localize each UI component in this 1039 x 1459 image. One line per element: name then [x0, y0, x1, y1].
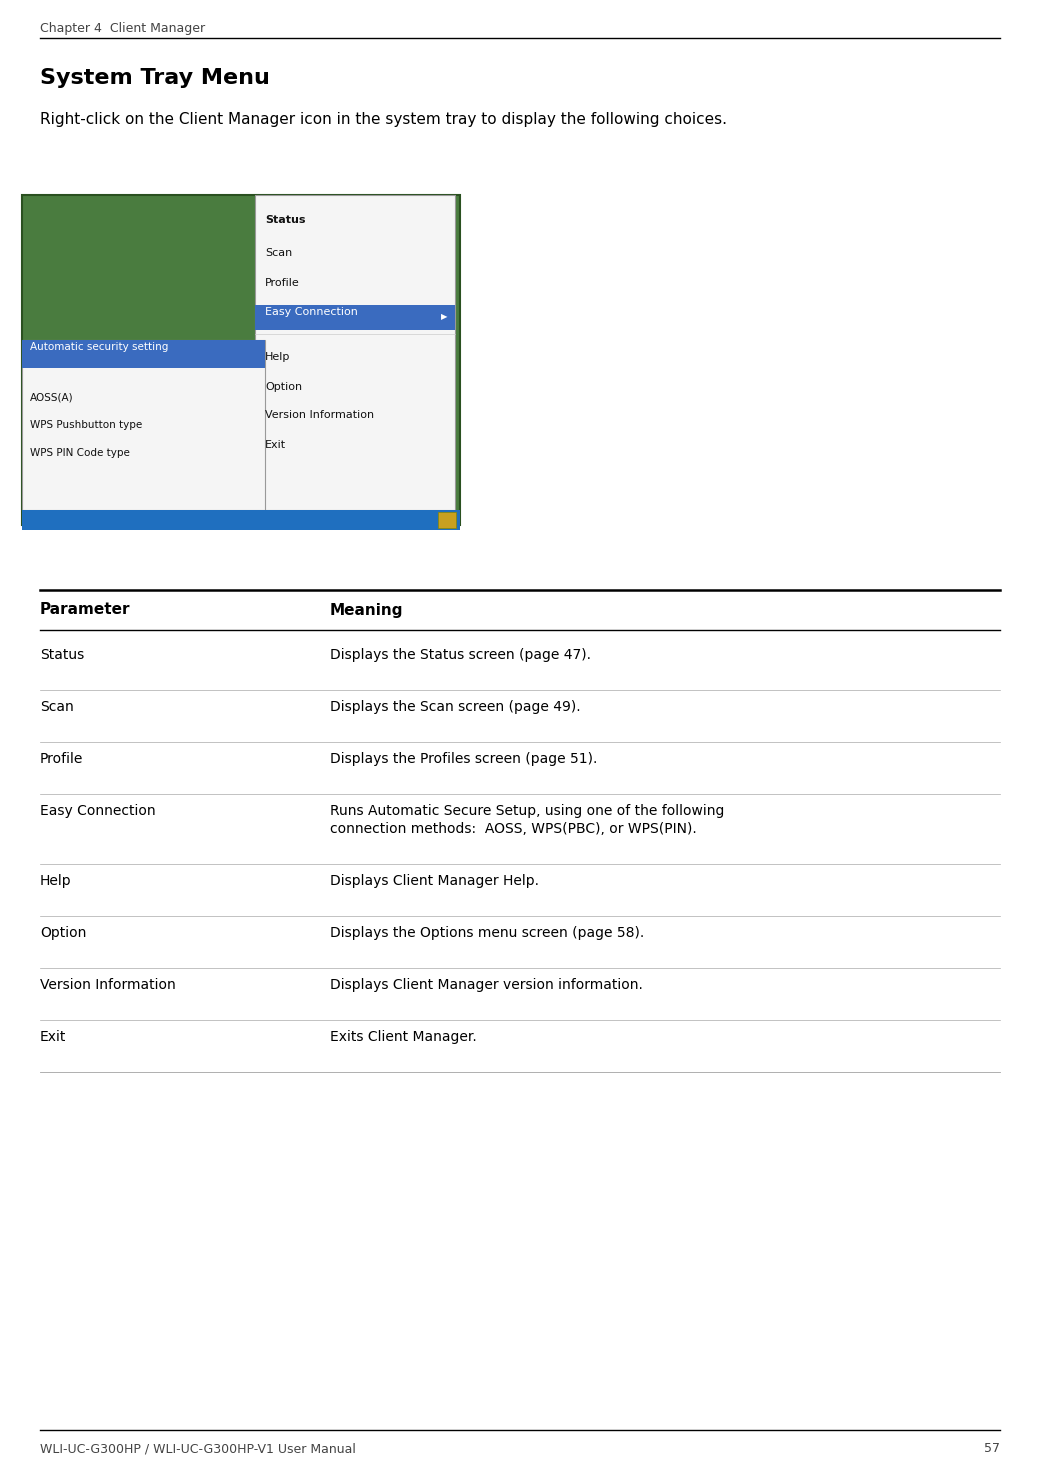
Text: Right-click on the Client Manager icon in the system tray to display the followi: Right-click on the Client Manager icon i…	[39, 112, 727, 127]
Text: Option: Option	[39, 926, 86, 940]
Text: Exits Client Manager.: Exits Client Manager.	[330, 1030, 477, 1045]
Bar	[255, 196, 455, 206]
Text: Parameter: Parameter	[39, 603, 131, 617]
Bar	[22, 196, 460, 525]
Text: Displays the Options menu screen (page 58).: Displays the Options menu screen (page 5…	[330, 926, 644, 940]
Bar	[255, 196, 455, 511]
Text: Exit: Exit	[265, 441, 286, 449]
Text: Version Information: Version Information	[39, 978, 176, 992]
Text: Automatic security setting: Automatic security setting	[30, 341, 168, 352]
Text: Displays the Profiles screen (page 51).: Displays the Profiles screen (page 51).	[330, 751, 597, 766]
Bar	[438, 512, 456, 528]
Text: Status: Status	[265, 214, 305, 225]
Text: Status: Status	[39, 648, 84, 662]
Text: Help: Help	[39, 874, 72, 889]
Text: Option: Option	[265, 382, 302, 392]
Text: Version Information: Version Information	[265, 410, 374, 420]
Text: WPS Pushbutton type: WPS Pushbutton type	[30, 420, 142, 430]
Text: Help: Help	[265, 352, 290, 362]
Text: Easy Connection: Easy Connection	[265, 306, 357, 317]
Text: connection methods:  AOSS, WPS(PBC), or WPS(PIN).: connection methods: AOSS, WPS(PBC), or W…	[330, 821, 697, 836]
Bar	[255, 305, 455, 330]
Text: Profile: Profile	[39, 751, 83, 766]
Text: Displays the Status screen (page 47).: Displays the Status screen (page 47).	[330, 648, 591, 662]
Text: Displays Client Manager version information.: Displays Client Manager version informat…	[330, 978, 643, 992]
Text: Scan: Scan	[39, 700, 74, 713]
Text: Easy Connection: Easy Connection	[39, 804, 156, 818]
Text: Chapter 4  Client Manager: Chapter 4 Client Manager	[39, 22, 205, 35]
Text: 57: 57	[984, 1441, 1000, 1455]
Text: Exit: Exit	[39, 1030, 66, 1045]
Text: WPS PIN Code type: WPS PIN Code type	[30, 448, 130, 458]
Bar	[22, 340, 265, 368]
Bar	[22, 340, 265, 511]
Text: System Tray Menu: System Tray Menu	[39, 69, 270, 88]
Text: Displays the Scan screen (page 49).: Displays the Scan screen (page 49).	[330, 700, 581, 713]
Text: AOSS(A): AOSS(A)	[30, 392, 74, 403]
Text: Scan: Scan	[265, 248, 292, 258]
Text: Meaning: Meaning	[330, 603, 403, 617]
Text: Runs Automatic Secure Setup, using one of the following: Runs Automatic Secure Setup, using one o…	[330, 804, 724, 818]
Text: ▶: ▶	[441, 312, 447, 321]
Text: WLI-UC-G300HP / WLI-UC-G300HP-V1 User Manual: WLI-UC-G300HP / WLI-UC-G300HP-V1 User Ma…	[39, 1441, 356, 1455]
Bar	[22, 511, 460, 530]
Text: Displays Client Manager Help.: Displays Client Manager Help.	[330, 874, 539, 889]
Text: Profile: Profile	[265, 279, 299, 287]
